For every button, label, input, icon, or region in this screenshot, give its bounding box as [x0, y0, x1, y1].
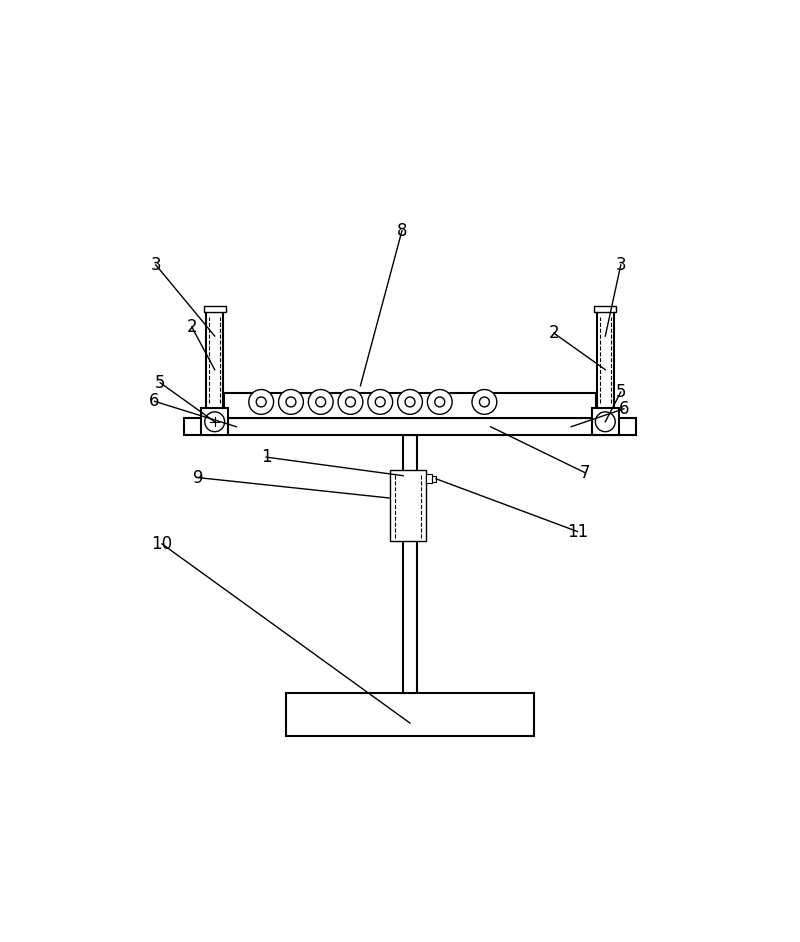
Circle shape — [472, 390, 497, 414]
Circle shape — [435, 397, 445, 407]
Bar — [390, 469, 426, 541]
Bar — [403, 435, 417, 692]
Circle shape — [316, 397, 326, 407]
Bar — [597, 312, 614, 408]
Bar — [432, 476, 436, 481]
Text: 3: 3 — [615, 256, 626, 274]
Circle shape — [308, 390, 333, 414]
Circle shape — [256, 397, 266, 407]
Circle shape — [595, 412, 615, 431]
Circle shape — [278, 390, 303, 414]
Circle shape — [368, 390, 393, 414]
Text: 5: 5 — [155, 374, 166, 392]
Text: 6: 6 — [618, 399, 629, 417]
Text: 7: 7 — [579, 463, 590, 481]
Text: 11: 11 — [566, 523, 588, 541]
Circle shape — [286, 397, 296, 407]
Text: 6: 6 — [150, 392, 160, 411]
Text: 2: 2 — [549, 324, 559, 342]
Text: 8: 8 — [397, 221, 407, 240]
Bar — [286, 692, 534, 736]
Text: 5: 5 — [615, 383, 626, 401]
Text: 2: 2 — [186, 317, 197, 336]
Circle shape — [338, 390, 363, 414]
Circle shape — [249, 390, 274, 414]
Bar — [224, 393, 596, 418]
Text: 9: 9 — [193, 468, 203, 487]
Circle shape — [427, 390, 452, 414]
Circle shape — [398, 390, 422, 414]
Bar — [203, 306, 226, 312]
Circle shape — [375, 397, 386, 407]
Text: 3: 3 — [150, 256, 161, 274]
Bar — [594, 306, 617, 312]
Bar — [206, 312, 223, 408]
Circle shape — [405, 397, 415, 407]
Bar — [592, 408, 619, 435]
Bar — [184, 418, 636, 435]
Circle shape — [346, 397, 355, 407]
Circle shape — [205, 412, 225, 431]
Bar — [201, 408, 228, 435]
Text: 1: 1 — [261, 448, 271, 466]
Text: 10: 10 — [151, 535, 173, 553]
Bar — [426, 475, 432, 483]
Circle shape — [479, 397, 490, 407]
